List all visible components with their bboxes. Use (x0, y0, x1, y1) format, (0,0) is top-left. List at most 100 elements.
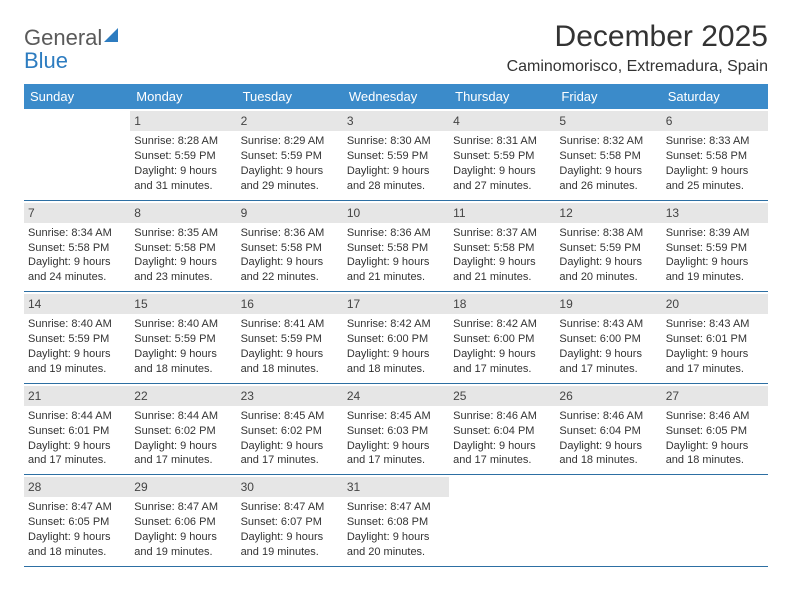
daylight-text: Daylight: 9 hours and 17 minutes. (134, 439, 232, 469)
sunset-text: Sunset: 6:02 PM (241, 424, 339, 439)
day-cell: 9Sunrise: 8:36 AMSunset: 5:58 PMDaylight… (237, 201, 343, 292)
location: Caminomorisco, Extremadura, Spain (507, 58, 768, 76)
sunrise-text: Sunrise: 8:47 AM (347, 500, 445, 515)
logo-line1: General (24, 25, 102, 50)
daylight-text: Daylight: 9 hours and 20 minutes. (559, 255, 657, 285)
sunrise-text: Sunrise: 8:43 AM (559, 317, 657, 332)
day-number (555, 477, 661, 481)
sunset-text: Sunset: 6:03 PM (347, 424, 445, 439)
day-number: 16 (237, 294, 343, 314)
day-cell: 8Sunrise: 8:35 AMSunset: 5:58 PMDaylight… (130, 201, 236, 292)
day-cell: 1Sunrise: 8:28 AMSunset: 5:59 PMDaylight… (130, 109, 236, 200)
day-cell (449, 475, 555, 566)
sunset-text: Sunset: 6:05 PM (28, 515, 126, 530)
day-cell: 6Sunrise: 8:33 AMSunset: 5:58 PMDaylight… (662, 109, 768, 200)
daylight-text: Daylight: 9 hours and 21 minutes. (453, 255, 551, 285)
day-cell (662, 475, 768, 566)
title-block: December 2025 Caminomorisco, Extremadura… (507, 20, 768, 76)
sunrise-text: Sunrise: 8:29 AM (241, 134, 339, 149)
calendar-week: 28Sunrise: 8:47 AMSunset: 6:05 PMDayligh… (24, 475, 768, 567)
daylight-text: Daylight: 9 hours and 18 minutes. (28, 530, 126, 560)
day-number: 27 (662, 386, 768, 406)
day-cell: 26Sunrise: 8:46 AMSunset: 6:04 PMDayligh… (555, 384, 661, 475)
day-cell: 3Sunrise: 8:30 AMSunset: 5:59 PMDaylight… (343, 109, 449, 200)
day-cell: 19Sunrise: 8:43 AMSunset: 6:00 PMDayligh… (555, 292, 661, 383)
day-number: 30 (237, 477, 343, 497)
logo: General Blue (24, 26, 118, 72)
sunset-text: Sunset: 5:58 PM (453, 241, 551, 256)
daylight-text: Daylight: 9 hours and 29 minutes. (241, 164, 339, 194)
sunrise-text: Sunrise: 8:44 AM (134, 409, 232, 424)
sunset-text: Sunset: 6:07 PM (241, 515, 339, 530)
day-number: 24 (343, 386, 449, 406)
day-header-monday: Monday (130, 84, 236, 109)
day-number: 21 (24, 386, 130, 406)
day-number: 13 (662, 203, 768, 223)
sunrise-text: Sunrise: 8:41 AM (241, 317, 339, 332)
day-number: 12 (555, 203, 661, 223)
day-number: 8 (130, 203, 236, 223)
day-number: 28 (24, 477, 130, 497)
day-cell: 30Sunrise: 8:47 AMSunset: 6:07 PMDayligh… (237, 475, 343, 566)
day-cell: 15Sunrise: 8:40 AMSunset: 5:59 PMDayligh… (130, 292, 236, 383)
sunset-text: Sunset: 6:05 PM (666, 424, 764, 439)
sunrise-text: Sunrise: 8:44 AM (28, 409, 126, 424)
daylight-text: Daylight: 9 hours and 23 minutes. (134, 255, 232, 285)
daylight-text: Daylight: 9 hours and 19 minutes. (134, 530, 232, 560)
daylight-text: Daylight: 9 hours and 25 minutes. (666, 164, 764, 194)
day-cell: 27 Sunrise: 8:46 AMSunset: 6:05 PMDayligh… (662, 384, 768, 475)
daylight-text: Daylight: 9 hours and 18 minutes. (559, 439, 657, 469)
day-number: 6 (662, 111, 768, 131)
sunset-text: Sunset: 5:59 PM (559, 241, 657, 256)
daylight-text: Daylight: 9 hours and 18 minutes. (666, 439, 764, 469)
sunset-text: Sunset: 6:08 PM (347, 515, 445, 530)
day-number: 1 (130, 111, 236, 131)
day-cell: 13Sunrise: 8:39 AMSunset: 5:59 PMDayligh… (662, 201, 768, 292)
sunrise-text: Sunrise: 8:47 AM (134, 500, 232, 515)
sunset-text: Sunset: 5:58 PM (559, 149, 657, 164)
day-cell: 21Sunrise: 8:44 AMSunset: 6:01 PMDayligh… (24, 384, 130, 475)
daylight-text: Daylight: 9 hours and 17 minutes. (559, 347, 657, 377)
day-cell: 17Sunrise: 8:42 AMSunset: 6:00 PMDayligh… (343, 292, 449, 383)
day-header-saturday: Saturday (662, 84, 768, 109)
calendar-week: 1Sunrise: 8:28 AMSunset: 5:59 PMDaylight… (24, 109, 768, 201)
daylight-text: Daylight: 9 hours and 26 minutes. (559, 164, 657, 194)
daylight-text: Daylight: 9 hours and 28 minutes. (347, 164, 445, 194)
day-number: 2 (237, 111, 343, 131)
sunset-text: Sunset: 5:59 PM (134, 149, 232, 164)
sunset-text: Sunset: 5:59 PM (347, 149, 445, 164)
logo-triangle-icon (104, 28, 118, 42)
sunset-text: Sunset: 6:01 PM (28, 424, 126, 439)
daylight-text: Daylight: 9 hours and 20 minutes. (347, 530, 445, 560)
sunrise-text: Sunrise: 8:46 AM (666, 409, 764, 424)
sunrise-text: Sunrise: 8:47 AM (241, 500, 339, 515)
sunrise-text: Sunrise: 8:43 AM (666, 317, 764, 332)
sunrise-text: Sunrise: 8:34 AM (28, 226, 126, 241)
day-number: 23 (237, 386, 343, 406)
sunrise-text: Sunrise: 8:47 AM (28, 500, 126, 515)
sunrise-text: Sunrise: 8:40 AM (134, 317, 232, 332)
weeks-container: 1Sunrise: 8:28 AMSunset: 5:59 PMDaylight… (24, 109, 768, 567)
daylight-text: Daylight: 9 hours and 17 minutes. (241, 439, 339, 469)
day-cell: 10Sunrise: 8:36 AMSunset: 5:58 PMDayligh… (343, 201, 449, 292)
day-number: 18 (449, 294, 555, 314)
daylight-text: Daylight: 9 hours and 24 minutes. (28, 255, 126, 285)
sunrise-text: Sunrise: 8:28 AM (134, 134, 232, 149)
sunrise-text: Sunrise: 8:36 AM (241, 226, 339, 241)
sunset-text: Sunset: 5:58 PM (28, 241, 126, 256)
day-cell: 20Sunrise: 8:43 AMSunset: 6:01 PMDayligh… (662, 292, 768, 383)
day-number: 3 (343, 111, 449, 131)
day-cell: 14Sunrise: 8:40 AMSunset: 5:59 PMDayligh… (24, 292, 130, 383)
page-header: General Blue December 2025 Caminomorisco… (24, 20, 768, 76)
sunset-text: Sunset: 6:00 PM (347, 332, 445, 347)
sunrise-text: Sunrise: 8:35 AM (134, 226, 232, 241)
sunrise-text: Sunrise: 8:42 AM (347, 317, 445, 332)
sunset-text: Sunset: 5:59 PM (666, 241, 764, 256)
day-number: 7 (24, 203, 130, 223)
sunrise-text: Sunrise: 8:46 AM (559, 409, 657, 424)
sunrise-text: Sunrise: 8:31 AM (453, 134, 551, 149)
day-number (449, 477, 555, 481)
sunset-text: Sunset: 5:58 PM (666, 149, 764, 164)
day-header-friday: Friday (555, 84, 661, 109)
day-header-tuesday: Tuesday (237, 84, 343, 109)
